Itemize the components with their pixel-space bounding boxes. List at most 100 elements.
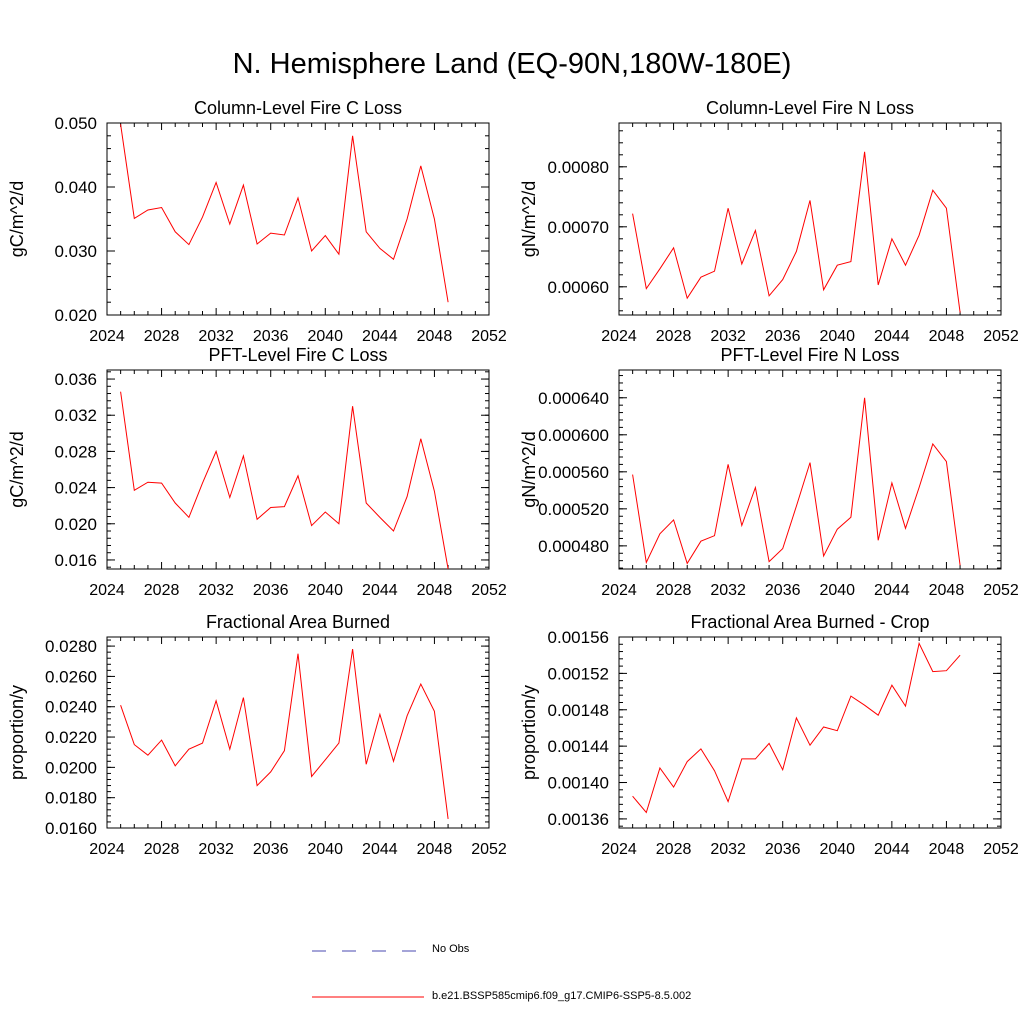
y-tick-label: 0.050 xyxy=(54,114,97,133)
plot-frame xyxy=(618,636,1002,829)
series-line xyxy=(120,124,449,303)
chart-panel-6: Fractional Area Burned - Crop proportion/… xyxy=(519,612,1019,858)
x-tick-label: 2044 xyxy=(362,328,398,345)
y-tick-label: 0.024 xyxy=(54,479,97,498)
y-tick-label: 0.00140 xyxy=(548,774,609,793)
chart-title: Fractional Area Burned xyxy=(206,612,390,632)
y-tick-label: 0.000600 xyxy=(538,426,609,445)
x-tick-label: 2024 xyxy=(601,328,637,345)
x-tick-label: 2052 xyxy=(983,841,1019,858)
chart-title: Column-Level Fire N Loss xyxy=(706,98,914,118)
x-tick-label: 2048 xyxy=(417,582,453,599)
chart-panel-3: PFT-Level Fire C Loss gC/m^2/d 2024 2028 203… xyxy=(7,345,507,599)
y-tick-label: 0.020 xyxy=(54,515,97,534)
chart-title: Fractional Area Burned - Crop xyxy=(690,612,929,632)
x-tick-label: 2028 xyxy=(144,328,180,345)
x-tick-label: 2032 xyxy=(710,582,746,599)
x-tick-label: 2032 xyxy=(710,841,746,858)
x-tick-label: 2036 xyxy=(765,328,801,345)
series-line xyxy=(632,397,961,566)
y-tick-label: 0.0260 xyxy=(45,667,97,686)
y-axis-label: gC/m^2/d xyxy=(7,181,27,257)
y-tick-label: 0.020 xyxy=(54,306,97,325)
x-tick-label: 2048 xyxy=(929,841,965,858)
x-tick-label: 2024 xyxy=(89,328,125,345)
legend-label-model: b.e21.BSSP585cmip6.f09_g17.CMIP6-SSP5-8.… xyxy=(432,990,692,1002)
y-tick-label: 0.000520 xyxy=(538,500,609,519)
legend-label-no-obs: No Obs xyxy=(432,943,470,955)
series-line xyxy=(632,151,961,313)
y-tick-label: 0.0200 xyxy=(45,758,97,777)
chart-title: PFT-Level Fire C Loss xyxy=(208,345,387,365)
legend-line-model xyxy=(312,996,424,998)
plot-frame xyxy=(618,122,1002,316)
y-tick-label: 0.00080 xyxy=(548,158,609,177)
x-tick-label: 2040 xyxy=(307,841,343,858)
x-tick-label: 2044 xyxy=(362,841,398,858)
x-tick-label: 2052 xyxy=(471,841,507,858)
x-tick-label: 2048 xyxy=(417,841,453,858)
x-tick-label: 2052 xyxy=(983,582,1019,599)
y-tick-label: 0.00060 xyxy=(548,278,609,297)
legend-line-no-obs xyxy=(312,950,422,952)
x-tick-label: 2036 xyxy=(253,582,289,599)
x-tick-label: 2024 xyxy=(89,841,125,858)
series-line xyxy=(120,391,449,570)
chart-title: PFT-Level Fire N Loss xyxy=(720,345,899,365)
x-tick-label: 2028 xyxy=(144,841,180,858)
x-tick-label: 2048 xyxy=(929,582,965,599)
plot-frame xyxy=(106,636,490,829)
y-tick-label: 0.0280 xyxy=(45,637,97,656)
x-tick-label: 2048 xyxy=(929,328,965,345)
x-tick-label: 2036 xyxy=(765,841,801,858)
x-tick-label: 2028 xyxy=(144,582,180,599)
chart-panel-2: Column-Level Fire N Loss gN/m^2/d 2024 2028… xyxy=(519,98,1019,345)
y-tick-label: 0.016 xyxy=(54,551,97,570)
x-tick-label: 2044 xyxy=(362,582,398,599)
plot-frame xyxy=(106,369,490,570)
x-tick-label: 2040 xyxy=(307,582,343,599)
y-axis-label: gN/m^2/d xyxy=(519,181,539,257)
y-tick-label: 0.000560 xyxy=(538,463,609,482)
y-tick-label: 0.0240 xyxy=(45,698,97,717)
y-tick-label: 0.00148 xyxy=(548,701,609,720)
y-tick-label: 0.032 xyxy=(54,406,97,425)
x-tick-label: 2028 xyxy=(656,582,692,599)
plot-frame xyxy=(618,369,1002,570)
y-tick-label: 0.00156 xyxy=(548,628,609,647)
x-tick-label: 2040 xyxy=(819,841,855,858)
y-tick-label: 0.000480 xyxy=(538,537,609,556)
chart-panel-5: Fractional Area Burned proportion/y 2024 20… xyxy=(7,612,507,858)
y-tick-label: 0.00144 xyxy=(548,737,609,756)
chart-title: Column-Level Fire C Loss xyxy=(194,98,402,118)
x-tick-label: 2028 xyxy=(656,841,692,858)
x-tick-label: 2044 xyxy=(874,841,910,858)
x-tick-label: 2040 xyxy=(307,328,343,345)
y-tick-label: 0.00136 xyxy=(548,810,609,829)
y-tick-label: 0.0180 xyxy=(45,789,97,808)
x-tick-label: 2024 xyxy=(89,582,125,599)
x-tick-label: 2024 xyxy=(601,841,637,858)
y-tick-label: 0.036 xyxy=(54,370,97,389)
x-tick-label: 2032 xyxy=(198,328,234,345)
y-tick-label: 0.0220 xyxy=(45,728,97,747)
series-line xyxy=(120,649,449,819)
x-tick-label: 2040 xyxy=(819,582,855,599)
x-tick-label: 2032 xyxy=(710,328,746,345)
x-tick-label: 2024 xyxy=(601,582,637,599)
x-tick-label: 2052 xyxy=(471,582,507,599)
y-axis-label: gN/m^2/d xyxy=(519,431,539,507)
y-tick-label: 0.0160 xyxy=(45,819,97,838)
series-line xyxy=(632,641,961,814)
x-tick-label: 2040 xyxy=(819,328,855,345)
y-tick-label: 0.000640 xyxy=(538,389,609,408)
chart-panel-1: Column-Level Fire C Loss gC/m^2/d 2024 2028… xyxy=(7,98,507,345)
x-tick-label: 2036 xyxy=(253,841,289,858)
x-tick-label: 2052 xyxy=(983,328,1019,345)
y-tick-label: 0.040 xyxy=(54,178,97,197)
x-tick-label: 2036 xyxy=(765,582,801,599)
x-tick-label: 2044 xyxy=(874,582,910,599)
x-tick-label: 2032 xyxy=(198,841,234,858)
plot-frame xyxy=(106,122,490,316)
